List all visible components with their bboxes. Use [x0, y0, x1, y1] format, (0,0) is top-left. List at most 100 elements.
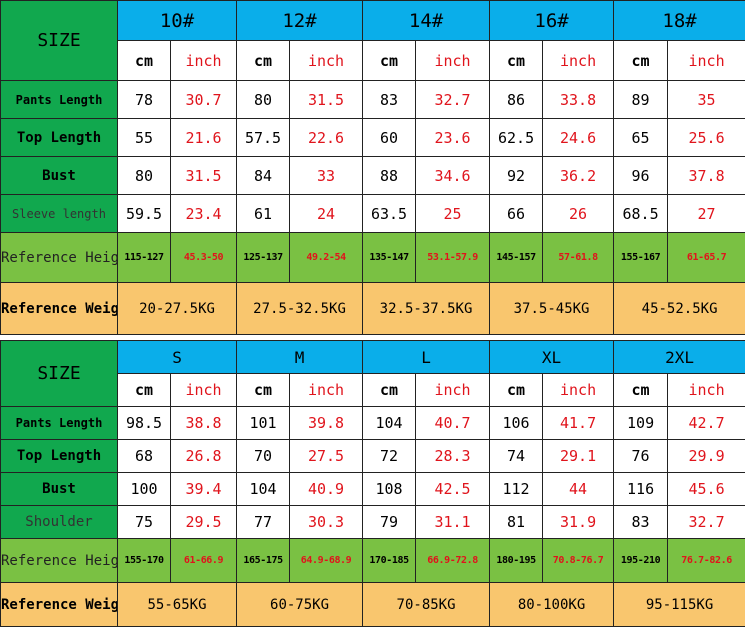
height-cm: 115-127 — [117, 232, 171, 283]
cell-cm: 83 — [613, 505, 669, 539]
row-label-bust: Bust — [0, 156, 118, 195]
size-col-16: 16# — [489, 0, 615, 41]
cell-cm: 98.5 — [117, 406, 171, 440]
height-inch: 64.9-68.9 — [289, 538, 364, 583]
cell-inch: 39.8 — [289, 406, 364, 440]
cell-inch: 29.5 — [169, 505, 238, 539]
size-chart-adult: SIZE S M L XL 2XL cm inch cm inch cm inc… — [0, 340, 745, 627]
unit-inch: inch — [667, 373, 745, 407]
weight-cell: 80-100KG — [489, 582, 615, 627]
cell-cm: 74 — [489, 439, 544, 473]
row-label-top-length: Top Length — [0, 118, 118, 157]
cell-inch: 34.6 — [415, 156, 491, 195]
cell-cm: 84 — [236, 156, 291, 195]
row-label-reference-weight: Reference Weight — [0, 582, 118, 627]
cell-inch: 40.7 — [415, 406, 491, 440]
cell-cm: 78 — [117, 80, 171, 119]
weight-cell: 20-27.5KG — [116, 282, 238, 335]
cell-inch: 28.3 — [415, 439, 491, 473]
cell-cm: 89 — [613, 80, 669, 119]
cell-cm: 101 — [236, 406, 291, 440]
height-cm: 125-137 — [236, 232, 291, 283]
cell-inch: 32.7 — [415, 80, 491, 119]
cell-cm: 76 — [613, 439, 669, 473]
cell-cm: 104 — [236, 472, 291, 506]
row-label-pants-length: Pants Length — [0, 406, 118, 440]
table-row: Pants Length 78 30.7 80 31.5 83 32.7 86 … — [0, 80, 745, 119]
size-col-14: 14# — [362, 0, 491, 41]
cell-inch: 30.3 — [289, 505, 364, 539]
height-inch: 76.7-82.6 — [667, 538, 745, 583]
unit-inch: inch — [289, 40, 364, 81]
table-row: Bust 100 39.4 104 40.9 108 42.5 112 44 1… — [0, 472, 745, 506]
unit-cm: cm — [236, 40, 291, 81]
cell-cm: 80 — [117, 156, 171, 195]
size-chart-kids: SIZE 10# 12# 14# 16# 18# cm inch cm inch… — [0, 0, 745, 335]
cell-inch: 26 — [542, 194, 615, 233]
cell-inch: 26.8 — [169, 439, 238, 473]
unit-cm: cm — [613, 373, 669, 407]
cell-inch: 21.6 — [169, 118, 238, 157]
cell-inch: 41.7 — [542, 406, 615, 440]
cell-cm: 66 — [489, 194, 544, 233]
cell-cm: 62.5 — [489, 118, 544, 157]
cell-cm: 83 — [362, 80, 417, 119]
cell-inch: 29.9 — [667, 439, 745, 473]
height-inch: 61-66.9 — [169, 538, 238, 583]
cell-inch: 45.6 — [667, 472, 745, 506]
cell-cm: 116 — [613, 472, 669, 506]
size-col-18: 18# — [613, 0, 745, 41]
cell-cm: 80 — [236, 80, 291, 119]
height-inch: 53.1-57.9 — [415, 232, 491, 283]
size-col-s: S — [116, 340, 238, 374]
cell-cm: 104 — [362, 406, 417, 440]
unit-inch: inch — [542, 40, 615, 81]
table-row: Reference Weight 20-27.5KG 27.5-32.5KG 3… — [0, 282, 745, 335]
cell-inch: 31.1 — [415, 505, 491, 539]
height-cm: 170-185 — [362, 538, 417, 583]
height-inch: 61-65.7 — [667, 232, 745, 283]
height-inch: 57-61.8 — [542, 232, 615, 283]
cell-cm: 86 — [489, 80, 544, 119]
cell-cm: 88 — [362, 156, 417, 195]
weight-cell: 45-52.5KG — [613, 282, 745, 335]
size-col-12: 12# — [236, 0, 364, 41]
cell-inch: 24.6 — [542, 118, 615, 157]
height-cm: 180-195 — [489, 538, 544, 583]
height-cm: 135-147 — [362, 232, 417, 283]
height-inch: 70.8-76.7 — [542, 538, 615, 583]
cell-inch: 42.5 — [415, 472, 491, 506]
row-label-reference-height: Reference Height — [0, 538, 118, 583]
weight-cell: 70-85KG — [362, 582, 491, 627]
cell-inch: 39.4 — [169, 472, 238, 506]
size-col-xl: XL — [489, 340, 615, 374]
cell-cm: 61 — [236, 194, 291, 233]
cell-inch: 38.8 — [169, 406, 238, 440]
cell-inch: 31.5 — [169, 156, 238, 195]
cell-inch: 33.8 — [542, 80, 615, 119]
unit-inch: inch — [667, 40, 745, 81]
unit-cm: cm — [236, 373, 291, 407]
cell-inch: 36.2 — [542, 156, 615, 195]
cell-cm: 112 — [489, 472, 544, 506]
row-label-reference-weight: Reference Weight — [0, 282, 118, 335]
height-inch: 49.2-54 — [289, 232, 364, 283]
unit-inch: inch — [415, 373, 491, 407]
table-row: Reference Height 155-170 61-66.9 165-175… — [0, 538, 745, 583]
cell-cm: 100 — [117, 472, 171, 506]
unit-cm: cm — [117, 373, 171, 407]
cell-cm: 109 — [613, 406, 669, 440]
height-cm: 195-210 — [613, 538, 669, 583]
cell-cm: 60 — [362, 118, 417, 157]
cell-inch: 40.9 — [289, 472, 364, 506]
row-label-shoulder: Shoulder — [0, 505, 118, 539]
unit-inch: inch — [415, 40, 491, 81]
cell-cm: 79 — [362, 505, 417, 539]
cell-inch: 24 — [289, 194, 364, 233]
cell-inch: 22.6 — [289, 118, 364, 157]
table-row: Top Length 55 21.6 57.5 22.6 60 23.6 62.… — [0, 118, 745, 157]
height-inch: 66.9-72.8 — [415, 538, 491, 583]
cell-cm: 96 — [613, 156, 669, 195]
cell-inch: 42.7 — [667, 406, 745, 440]
cell-cm: 72 — [362, 439, 417, 473]
